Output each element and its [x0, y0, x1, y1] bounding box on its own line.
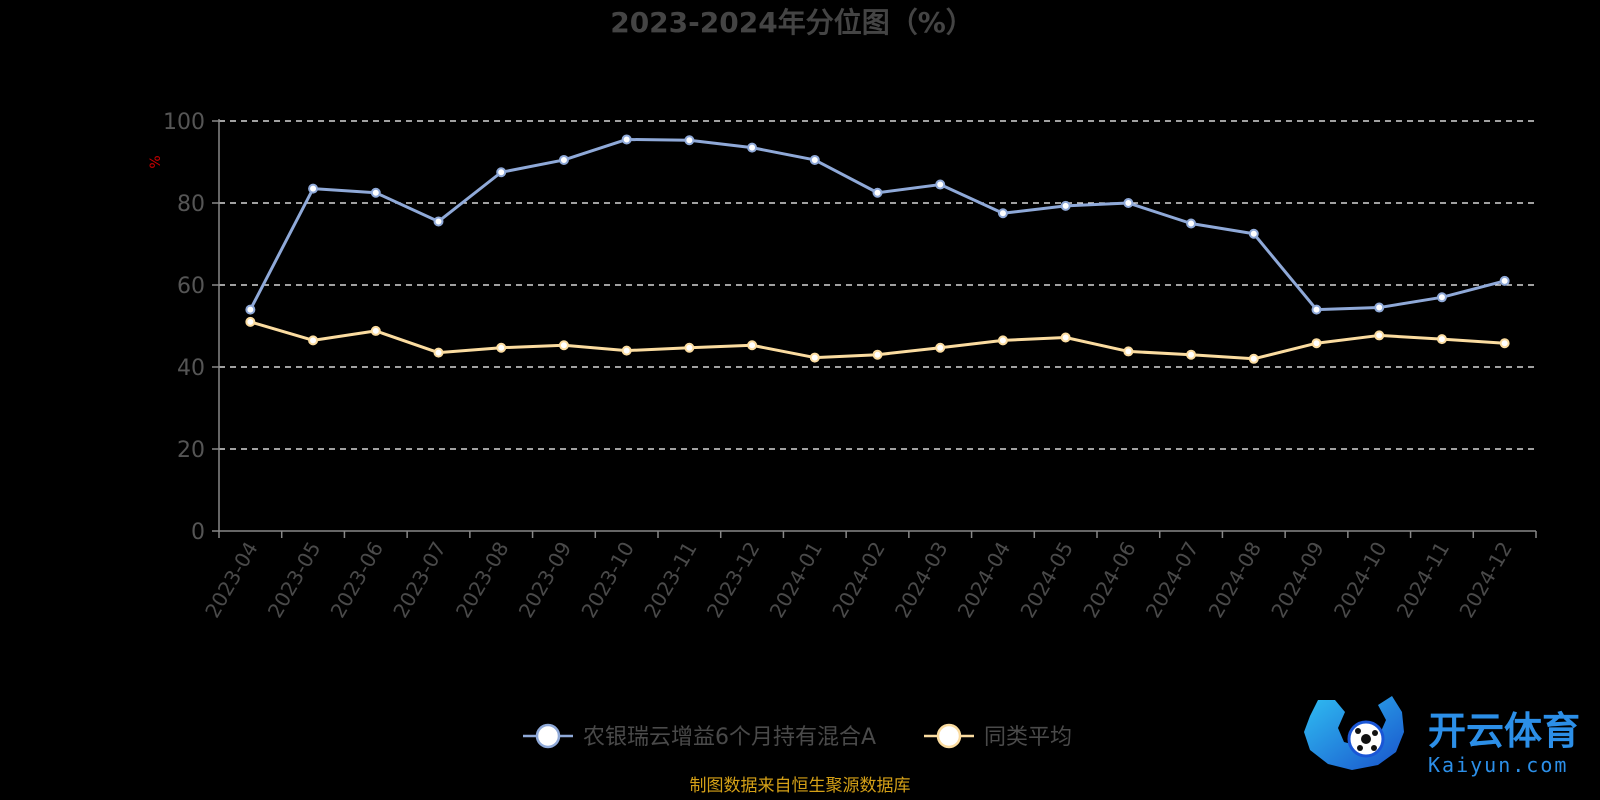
data-point[interactable]: [433, 347, 444, 358]
y-tick-label: 100: [163, 110, 205, 135]
y-tick-label: 20: [177, 438, 205, 463]
data-point[interactable]: [1436, 292, 1447, 303]
x-tick-label: 2023-08: [451, 538, 514, 622]
data-point[interactable]: [1123, 346, 1134, 357]
y-tick-label: 80: [177, 192, 205, 217]
legend-item[interactable]: 农银瑞云增益6个月持有混合A: [523, 723, 876, 750]
y-axis-label: %: [148, 155, 164, 168]
data-point[interactable]: [1374, 302, 1385, 313]
y-tick-labels: 0 20 40 60 80 100: [163, 110, 205, 545]
data-point[interactable]: [496, 342, 507, 353]
x-tick-label: 2023-05: [263, 538, 326, 622]
data-point[interactable]: [245, 316, 256, 327]
grid-lines: [219, 120, 1536, 450]
data-source-note: 制图数据来自恒生聚源数据库: [690, 776, 911, 796]
legend[interactable]: 农银瑞云增益6个月持有混合A 同类平均: [523, 723, 1072, 750]
data-point[interactable]: [308, 335, 319, 346]
data-point[interactable]: [809, 352, 820, 363]
data-point[interactable]: [935, 342, 946, 353]
data-point[interactable]: [747, 142, 758, 153]
watermark-en: Kaiyun.com: [1428, 753, 1568, 777]
x-tick-label: 2024-09: [1266, 538, 1329, 622]
data-point[interactable]: [370, 325, 381, 336]
data-point[interactable]: [684, 135, 695, 146]
data-point[interactable]: [1499, 338, 1510, 349]
x-tick-label: 2024-05: [1015, 538, 1078, 622]
y-tick-label: 40: [177, 356, 205, 381]
data-point[interactable]: [433, 216, 444, 227]
data-point[interactable]: [997, 208, 1008, 219]
data-point[interactable]: [809, 154, 820, 165]
x-tick-label: 2023-10: [576, 538, 639, 622]
x-tick-label: 2024-06: [1078, 538, 1141, 622]
legend-item[interactable]: 同类平均: [924, 723, 1072, 750]
x-tick-label: 2023-06: [326, 538, 389, 622]
data-point[interactable]: [684, 342, 695, 353]
y-tick-label: 0: [191, 520, 205, 545]
x-tick-label: 2024-03: [890, 538, 953, 622]
data-point[interactable]: [1436, 334, 1447, 345]
data-point[interactable]: [308, 183, 319, 194]
x-tick-label: 2024-02: [827, 538, 890, 622]
x-tick-label: 2023-12: [702, 538, 765, 622]
x-tick-label: 2024-08: [1204, 538, 1267, 622]
x-tick-label: 2024-11: [1392, 538, 1455, 622]
data-point[interactable]: [621, 345, 632, 356]
x-tick-label: 2024-10: [1329, 538, 1392, 622]
data-point[interactable]: [935, 179, 946, 190]
x-tick-label: 2023-11: [639, 538, 702, 622]
watermark-logo: 开云体育 Kaiyun.com: [1304, 696, 1580, 777]
chart-title: 2023-2024年分位图（%）: [610, 6, 974, 39]
data-point[interactable]: [370, 187, 381, 198]
data-point[interactable]: [1060, 332, 1071, 343]
series-lines: [245, 134, 1510, 364]
data-point[interactable]: [747, 340, 758, 351]
data-point[interactable]: [997, 335, 1008, 346]
data-point[interactable]: [558, 340, 569, 351]
data-point[interactable]: [1186, 218, 1197, 229]
data-point[interactable]: [621, 134, 632, 145]
x-tick-label: 2024-01: [765, 538, 828, 622]
watermark-cn: 开云体育: [1428, 709, 1580, 753]
legend-label: 农银瑞云增益6个月持有混合A: [583, 725, 876, 750]
x-tick-label: 2024-12: [1454, 538, 1517, 622]
data-point[interactable]: [1499, 275, 1510, 286]
data-point[interactable]: [496, 167, 507, 178]
legend-marker-icon: [936, 723, 962, 749]
x-tick-label: 2024-07: [1141, 538, 1204, 622]
legend-label: 同类平均: [984, 725, 1072, 750]
data-point[interactable]: [1248, 353, 1259, 364]
data-point[interactable]: [1311, 338, 1322, 349]
data-point[interactable]: [1123, 198, 1134, 208]
data-point[interactable]: [872, 187, 883, 198]
data-point[interactable]: [1060, 200, 1071, 211]
data-point[interactable]: [245, 304, 256, 315]
x-tick-label: 2023-09: [514, 538, 577, 622]
kaiyun-logo-icon: [1304, 696, 1404, 770]
x-tick-label: 2023-04: [200, 538, 263, 622]
series-1: [245, 134, 1510, 315]
x-tick-label: 2024-04: [953, 538, 1016, 622]
x-tick-label: 2023-07: [388, 538, 451, 622]
data-point[interactable]: [558, 154, 569, 165]
axes: [212, 119, 1537, 538]
data-point[interactable]: [1374, 330, 1385, 341]
x-tick-labels: 2023-04 2023-05 2023-06 2023-07 2023-08 2023-…: [200, 538, 1517, 622]
series-2: [245, 316, 1510, 364]
data-point[interactable]: [1248, 228, 1259, 239]
y-tick-label: 60: [177, 274, 205, 299]
legend-marker-icon: [535, 723, 561, 749]
data-point[interactable]: [1186, 349, 1197, 360]
data-point[interactable]: [872, 349, 883, 360]
data-point[interactable]: [1311, 304, 1322, 315]
